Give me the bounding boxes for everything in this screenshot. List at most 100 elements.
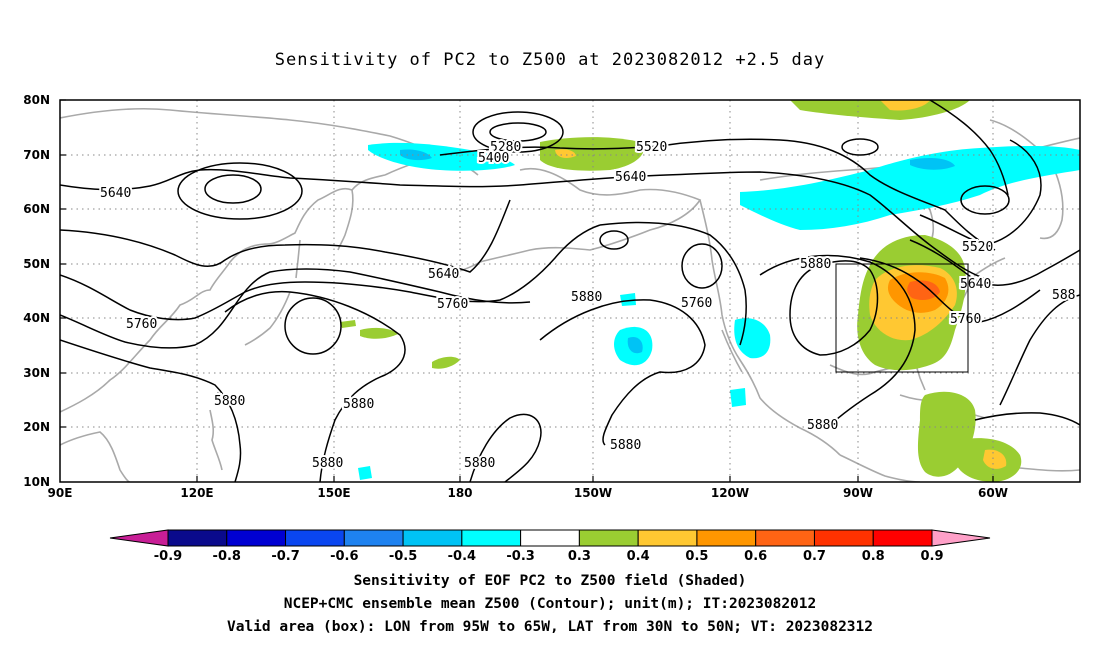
contour-arctic-small-low xyxy=(841,138,879,156)
shade-positive-chukchi-core xyxy=(555,149,576,158)
lat-tick-label: 40N xyxy=(23,311,50,325)
contour-5760-east xyxy=(859,257,1041,323)
colorbar-swatch xyxy=(226,529,287,547)
contour-5640-east xyxy=(909,239,1080,286)
coast-japan xyxy=(244,291,291,346)
caption-line-2: NCEP+CMC ensemble mean Z500 (Contour); u… xyxy=(283,596,817,612)
colorbar-label: 0.3 xyxy=(568,549,591,564)
contour-siberia-low-inner xyxy=(204,174,262,204)
shade-positive-arctic-top-core xyxy=(880,100,930,111)
colorbar-label: -0.3 xyxy=(506,549,534,564)
colorbar-triangle-left xyxy=(109,529,169,547)
lat-tick-label: 60N xyxy=(23,202,50,216)
colorbar-label: -0.9 xyxy=(154,549,182,564)
coast-asia-east xyxy=(60,174,386,413)
colorbar-label: -0.8 xyxy=(213,549,241,564)
contour-label: 5880 xyxy=(464,456,495,471)
contour-greenland-low xyxy=(960,185,1010,215)
contour-label: 5760 xyxy=(126,317,157,332)
caption-line-3: Valid area (box): LON from 95W to 65W, L… xyxy=(226,619,873,635)
colorbar-swatch xyxy=(167,529,228,547)
shade-negative-mexico-south xyxy=(730,388,746,407)
colorbar-label: 0.4 xyxy=(627,549,650,564)
shade-positive-pacific-small-2 xyxy=(432,356,460,369)
coast-alaska xyxy=(479,167,702,263)
contour-label: 5280 xyxy=(490,140,521,155)
shade-positive-chukchi xyxy=(540,137,644,171)
chart-title: Sensitivity of PC2 to Z500 at 2023082012… xyxy=(274,50,826,70)
coast-north-america-west xyxy=(699,199,841,456)
shade-positive-arctic-top xyxy=(790,100,970,120)
colorbar-labels: -0.9 -0.8 -0.7 -0.6 -0.5 -0.4 -0.3 0.3 0.4 0.5 0.6… xyxy=(154,549,944,564)
colorbar-label: 0.8 xyxy=(862,549,885,564)
shade-negative-canada-band xyxy=(740,145,1080,230)
colorbar-swatch xyxy=(461,529,522,547)
valid-area-box xyxy=(835,263,969,373)
contour-5520-main xyxy=(439,138,996,251)
lat-tick-label: 30N xyxy=(23,366,50,380)
sensitivity-shading xyxy=(340,100,1080,482)
contour-5880-north-america-high xyxy=(789,260,879,356)
colorbar-label: 0.9 xyxy=(920,549,943,564)
lon-tick-label: 180 xyxy=(447,486,472,500)
coast-se-asia xyxy=(60,431,131,482)
contour-5880-pacific-central xyxy=(469,413,542,482)
shade-negative-mexico xyxy=(734,318,771,359)
colorbar-swatch xyxy=(343,529,404,547)
contour-label: 5880 xyxy=(343,397,374,412)
colorbar-swatch xyxy=(578,529,639,547)
contour-5520-east xyxy=(919,139,1042,246)
colorbar-swatch xyxy=(402,529,463,547)
lon-tick-label: 90E xyxy=(48,486,73,500)
tick-marks xyxy=(60,99,994,482)
coast-central-america xyxy=(839,454,921,482)
coastlines xyxy=(60,107,1080,482)
coast-taiwan-philippines xyxy=(209,391,223,471)
shade-positive-atlantic-south-core xyxy=(983,449,1007,469)
caption-line-1: Sensitivity of EOF PC2 to Z500 field (Sh… xyxy=(353,573,747,589)
contour-label: 5640 xyxy=(615,170,646,185)
contour-label: 5520 xyxy=(636,140,667,155)
contour-5760-pacific-east xyxy=(599,221,747,346)
contour-japan-high xyxy=(284,297,342,355)
colorbar-swatch xyxy=(872,529,933,547)
shade-negative-canada-core xyxy=(910,158,955,170)
coast-kamchatka xyxy=(337,189,354,251)
lat-tick-label: 50N xyxy=(23,257,50,271)
contour-label: 5760 xyxy=(681,296,712,311)
contour-5400-low xyxy=(472,111,564,153)
shade-negative-arctic-west-inner xyxy=(400,149,432,161)
colorbar-swatch xyxy=(520,529,580,547)
contour-label: 5880 xyxy=(800,257,831,272)
contour-label: 5880 xyxy=(214,394,245,409)
contour-5520-arctic-east xyxy=(929,100,1009,196)
contour-label: 5760 xyxy=(437,297,468,312)
colorbar-swatch xyxy=(637,529,698,547)
contour-5640-mid xyxy=(60,199,511,273)
contour-label: 5640 xyxy=(100,186,131,201)
contour-5880-atlantic xyxy=(974,412,1080,426)
lon-tick-label: 120W xyxy=(711,486,749,500)
lat-axis: 80N 70N 60N 50N 40N 30N 20N 10N xyxy=(23,93,50,489)
shade-positive-kuril xyxy=(340,320,356,328)
shade-negative-pacific-small xyxy=(620,293,636,306)
colorbar-triangle-right xyxy=(931,529,991,547)
lat-tick-label: 70N xyxy=(23,148,50,162)
contour-5280-low xyxy=(489,122,547,142)
shade-negative-hawaii xyxy=(358,466,372,480)
contour-5880-subtropical xyxy=(60,339,242,482)
contour-5880-pacific-west xyxy=(224,290,406,482)
colorbar-label: 0.5 xyxy=(685,549,708,564)
coast-sakhalin xyxy=(295,239,301,279)
colorbar-swatch xyxy=(696,529,757,547)
contour-5880-us-outer xyxy=(759,254,916,431)
contour-label: 588 xyxy=(1052,288,1075,303)
contour-label: 5880 xyxy=(807,418,838,433)
z500-contours xyxy=(60,100,1080,482)
lon-tick-label: 120E xyxy=(180,486,213,500)
lon-tick-label: 150E xyxy=(317,486,350,500)
map-frame xyxy=(59,99,1081,483)
colorbar-label: 0.7 xyxy=(803,549,826,564)
colorbar-label: -0.7 xyxy=(271,549,299,564)
